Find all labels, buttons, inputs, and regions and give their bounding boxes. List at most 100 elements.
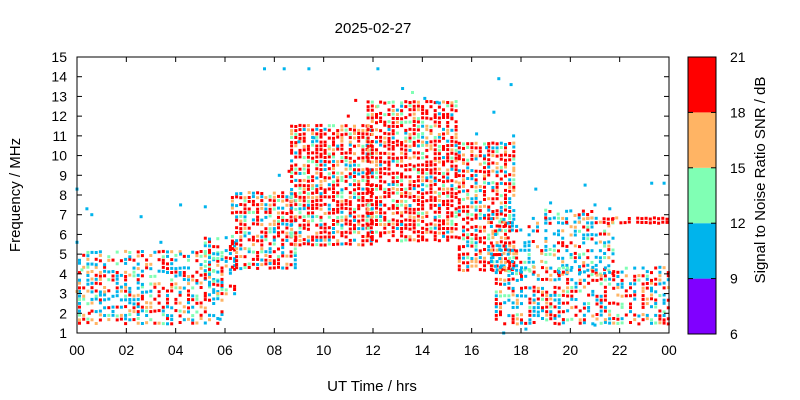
data-point bbox=[187, 266, 190, 270]
data-point bbox=[437, 152, 441, 156]
data-point bbox=[599, 298, 603, 302]
data-point bbox=[446, 199, 450, 203]
data-point bbox=[268, 227, 272, 231]
data-point bbox=[425, 112, 429, 115]
data-point bbox=[557, 274, 561, 278]
data-point bbox=[327, 211, 331, 215]
data-point bbox=[616, 321, 620, 325]
data-point bbox=[348, 127, 352, 131]
data-point bbox=[565, 263, 569, 267]
data-point bbox=[128, 286, 132, 290]
data-point bbox=[287, 169, 291, 173]
data-point bbox=[353, 163, 356, 167]
data-point bbox=[561, 272, 565, 276]
data-point bbox=[302, 167, 306, 171]
data-point bbox=[483, 268, 486, 272]
data-point bbox=[416, 128, 420, 132]
data-point bbox=[429, 175, 433, 179]
data-point bbox=[187, 298, 190, 301]
data-point bbox=[272, 195, 276, 199]
data-point bbox=[235, 259, 239, 263]
data-point bbox=[462, 178, 465, 182]
data-point bbox=[370, 151, 374, 155]
data-point bbox=[353, 219, 356, 222]
data-point bbox=[124, 275, 128, 278]
data-point bbox=[561, 310, 565, 314]
data-point bbox=[199, 281, 203, 285]
data-point bbox=[446, 191, 450, 195]
data-point bbox=[247, 226, 251, 230]
data-point bbox=[475, 132, 479, 136]
data-point bbox=[319, 168, 323, 172]
data-point bbox=[437, 187, 441, 191]
data-point bbox=[515, 224, 519, 228]
data-point bbox=[483, 142, 486, 146]
data-point bbox=[478, 200, 482, 204]
data-point bbox=[277, 206, 280, 210]
data-point bbox=[366, 182, 370, 186]
data-point bbox=[437, 120, 441, 124]
data-point bbox=[442, 184, 445, 188]
data-point bbox=[531, 229, 535, 233]
data-point bbox=[483, 161, 486, 165]
data-point bbox=[103, 290, 107, 294]
data-point bbox=[290, 175, 294, 179]
data-point bbox=[139, 215, 143, 219]
data-point bbox=[98, 309, 102, 313]
data-point bbox=[474, 216, 478, 220]
data-point bbox=[595, 294, 599, 298]
data-point bbox=[495, 197, 499, 201]
data-point bbox=[545, 277, 549, 281]
data-point bbox=[454, 211, 458, 215]
data-point bbox=[489, 217, 493, 221]
data-point bbox=[541, 317, 544, 320]
data-point bbox=[573, 251, 577, 255]
data-point bbox=[640, 217, 644, 221]
data-point bbox=[361, 159, 365, 163]
data-point bbox=[454, 235, 458, 239]
data-point bbox=[520, 321, 523, 325]
data-point bbox=[366, 175, 370, 179]
data-point bbox=[512, 150, 516, 154]
data-point bbox=[416, 133, 420, 136]
data-point bbox=[478, 260, 482, 264]
data-point bbox=[379, 219, 383, 223]
data-point bbox=[119, 259, 123, 263]
data-point bbox=[395, 143, 399, 147]
data-point bbox=[128, 298, 132, 301]
data-point bbox=[637, 314, 641, 318]
data-point bbox=[251, 199, 255, 203]
data-point bbox=[361, 187, 365, 191]
data-point bbox=[454, 109, 458, 113]
data-point bbox=[230, 206, 234, 210]
data-point bbox=[208, 240, 211, 244]
data-point bbox=[128, 257, 132, 261]
data-point bbox=[616, 282, 620, 286]
data-point bbox=[395, 188, 399, 191]
data-point bbox=[136, 267, 140, 271]
data-point bbox=[376, 67, 380, 71]
data-point bbox=[235, 242, 239, 246]
data-point bbox=[637, 322, 641, 326]
data-point bbox=[408, 136, 412, 140]
data-point bbox=[297, 140, 301, 144]
data-point bbox=[336, 135, 340, 139]
data-point bbox=[319, 172, 323, 176]
data-point bbox=[616, 313, 620, 317]
data-point bbox=[140, 250, 144, 253]
data-point bbox=[629, 306, 632, 310]
data-point bbox=[344, 218, 348, 222]
data-point bbox=[361, 132, 365, 136]
data-point bbox=[552, 248, 556, 252]
data-point bbox=[282, 67, 286, 71]
data-point bbox=[157, 250, 161, 254]
data-point bbox=[145, 321, 149, 325]
data-point bbox=[336, 200, 340, 204]
data-point bbox=[264, 203, 268, 207]
data-point bbox=[494, 313, 498, 317]
data-point bbox=[327, 235, 331, 239]
data-point bbox=[611, 248, 615, 252]
data-point bbox=[366, 152, 370, 156]
data-point bbox=[421, 116, 425, 120]
data-point bbox=[557, 298, 561, 302]
